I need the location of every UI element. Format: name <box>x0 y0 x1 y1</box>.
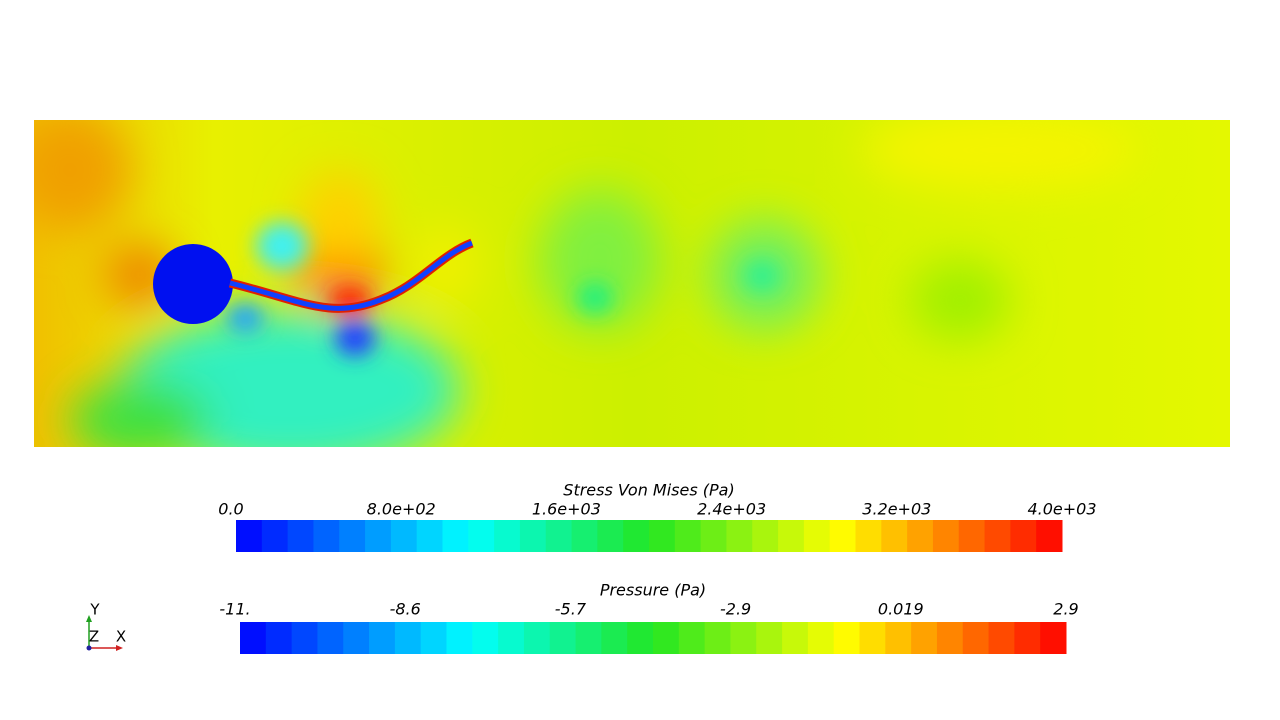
colorbar-swatch <box>1036 520 1063 552</box>
colorbar-swatch <box>855 520 882 552</box>
colorbar-label: 1.6e+03 <box>532 500 601 519</box>
axis-label: X <box>116 628 126 646</box>
colorbar-title: Stress Von Mises (Pa) <box>563 481 734 500</box>
colorbar-swatch <box>756 622 783 654</box>
axes-triad: Y Z X <box>86 601 126 651</box>
colorbar-swatch <box>911 622 938 654</box>
colorbar-swatch <box>674 520 702 552</box>
colorbar-swatch <box>519 520 547 552</box>
colorbar-swatch <box>678 622 706 654</box>
colorbar-label: -8.6 <box>390 600 421 619</box>
colorbar-swatch <box>907 520 934 552</box>
colorbar-swatch <box>782 622 809 654</box>
colorbar-swatch <box>859 622 886 654</box>
cylinder <box>153 244 233 324</box>
colorbar-label: -2.9 <box>720 600 751 619</box>
colorbar-swatch <box>649 520 676 552</box>
colorbar-swatch <box>394 622 422 654</box>
colorbar-swatch <box>446 622 473 654</box>
colorbar-label: 0.019 <box>878 600 924 619</box>
colorbar-swatch <box>627 622 654 654</box>
colorbar-swatch <box>601 622 628 654</box>
colorbar-swatch <box>932 520 960 552</box>
colorbar-swatch <box>287 520 314 552</box>
colorbar-swatch <box>623 520 650 552</box>
colorbar-swatch <box>343 622 370 654</box>
colorbar-swatch <box>936 622 964 654</box>
colorbar-swatch <box>240 622 267 654</box>
colorbar-swatch <box>313 520 340 552</box>
colorbar-swatch <box>962 622 990 654</box>
colorbar-swatch <box>468 520 495 552</box>
colorbar-swatch <box>958 520 986 552</box>
flow-field <box>34 120 1230 447</box>
colorbar-swatch <box>1014 622 1041 654</box>
colorbar-title: Pressure (Pa) <box>600 581 706 600</box>
colorbar-swatch <box>1010 520 1037 552</box>
colorbar-swatch <box>778 520 805 552</box>
colorbar-swatch <box>833 622 860 654</box>
colorbar-label: -5.7 <box>555 600 587 619</box>
colorbar-swatch <box>829 520 856 552</box>
colorbar-swatch <box>523 622 551 654</box>
colorbar-swatch <box>420 622 447 654</box>
colorbar-swatch <box>261 520 289 552</box>
colorbar-swatch <box>317 622 344 654</box>
colorbar-swatch <box>498 622 525 654</box>
axis-label: Z <box>89 628 99 646</box>
colorbar-swatch <box>390 520 418 552</box>
colorbar-swatch <box>575 622 602 654</box>
colorbar-swatch <box>1040 622 1067 654</box>
colorbar-label: 2.4e+03 <box>697 500 766 519</box>
axis-label: Y <box>89 601 100 619</box>
colorbar-swatch <box>803 520 831 552</box>
colorbar-swatch <box>545 520 573 552</box>
colorbar-swatch <box>369 622 396 654</box>
colorbar-swatch <box>984 520 1011 552</box>
colorbar-swatch <box>472 622 499 654</box>
colorbar-swatch <box>653 622 680 654</box>
colorbar-swatch <box>291 622 318 654</box>
colorbar-swatch <box>726 520 753 552</box>
colorbar-swatch <box>730 622 757 654</box>
colorbar-swatch <box>416 520 443 552</box>
colorbar-swatch <box>881 520 908 552</box>
colorbar-swatch <box>442 520 469 552</box>
colorbar-swatch <box>988 622 1015 654</box>
colorbar-label: 2.9 <box>1053 600 1078 619</box>
colorbar-swatch <box>752 520 779 552</box>
colorbar-swatch <box>700 520 727 552</box>
colorbar-label: 3.2e+03 <box>862 500 931 519</box>
colorbar-label: 0.0 <box>218 500 243 519</box>
colorbar-swatch <box>236 520 263 552</box>
colorbar-swatch <box>265 622 293 654</box>
colorbar-swatch <box>597 520 624 552</box>
colorbar-swatch <box>885 622 912 654</box>
colorbar-swatch <box>807 622 835 654</box>
colorbar-swatch <box>571 520 598 552</box>
colorbar-swatch <box>494 520 521 552</box>
colorbar-label: 8.0e+02 <box>367 500 436 519</box>
colorbar-swatch <box>704 622 731 654</box>
colorbar-swatch <box>339 520 366 552</box>
colorbar-label: 4.0e+03 <box>1027 500 1096 519</box>
colorbar-label: -11. <box>219 600 250 619</box>
colorbar-swatch <box>549 622 577 654</box>
colorbar-swatch <box>365 520 392 552</box>
